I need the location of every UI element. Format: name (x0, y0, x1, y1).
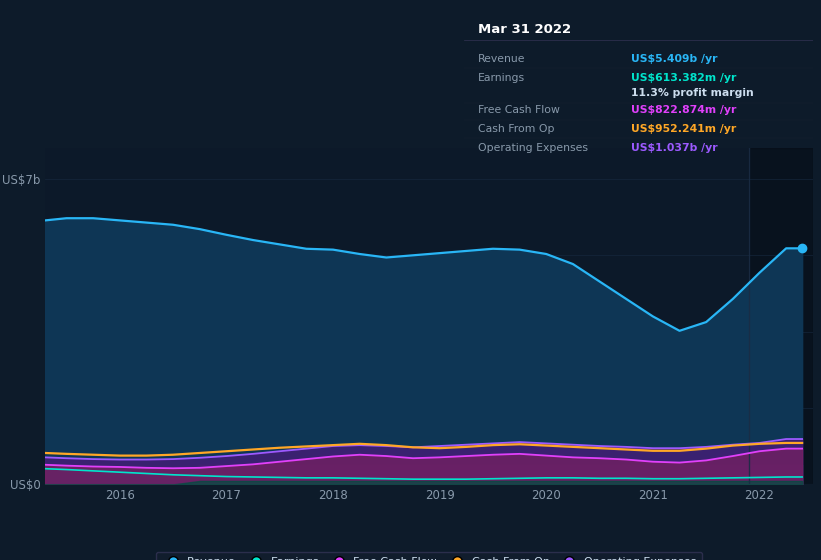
Text: Cash From Op: Cash From Op (478, 124, 554, 134)
Text: US$952.241m /yr: US$952.241m /yr (631, 124, 736, 134)
Bar (749, 148, 813, 484)
Legend: Revenue, Earnings, Free Cash Flow, Cash From Op, Operating Expenses: Revenue, Earnings, Free Cash Flow, Cash … (156, 552, 702, 560)
Text: US$1.037b /yr: US$1.037b /yr (631, 143, 718, 152)
Text: US$613.382m /yr: US$613.382m /yr (631, 73, 736, 83)
Text: 11.3% profit margin: 11.3% profit margin (631, 88, 754, 99)
Text: Earnings: Earnings (478, 73, 525, 83)
Text: US$5.409b /yr: US$5.409b /yr (631, 54, 718, 64)
Text: Revenue: Revenue (478, 54, 525, 64)
Text: Mar 31 2022: Mar 31 2022 (478, 22, 571, 36)
Text: US$822.874m /yr: US$822.874m /yr (631, 105, 736, 115)
Text: Operating Expenses: Operating Expenses (478, 143, 588, 152)
Text: Free Cash Flow: Free Cash Flow (478, 105, 560, 115)
